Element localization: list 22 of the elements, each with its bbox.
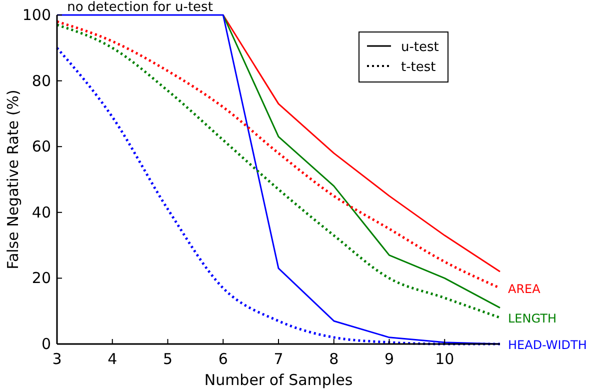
series-label: HEAD-WIDTH — [508, 338, 587, 352]
legend-label: t-test — [401, 60, 436, 75]
y-tick-label: 20 — [32, 269, 51, 288]
x-tick-label: 8 — [329, 350, 339, 368]
series-label: AREA — [508, 282, 542, 296]
y-tick-label: 0 — [41, 335, 51, 353]
legend-label: u-test — [401, 40, 439, 55]
y-tick-label: 100 — [22, 6, 51, 24]
x-axis-title: Number of Samples — [204, 371, 353, 389]
x-tick-label: 10 — [435, 350, 454, 368]
x-tick-label: 3 — [52, 350, 62, 368]
x-tick-label: 5 — [162, 350, 173, 368]
x-tick-label: 4 — [108, 350, 118, 368]
y-tick-label: 40 — [32, 203, 51, 222]
x-tick-label: 9 — [384, 350, 394, 368]
y-tick-label: 60 — [32, 138, 51, 156]
y-tick-label: 80 — [32, 72, 51, 90]
x-tick-label: 6 — [218, 350, 228, 368]
annotation: no detection for u-test — [67, 0, 213, 15]
series-label: LENGTH — [508, 312, 556, 326]
x-tick-label: 7 — [274, 350, 284, 368]
y-axis-title: False Negative Rate (%) — [4, 90, 22, 270]
